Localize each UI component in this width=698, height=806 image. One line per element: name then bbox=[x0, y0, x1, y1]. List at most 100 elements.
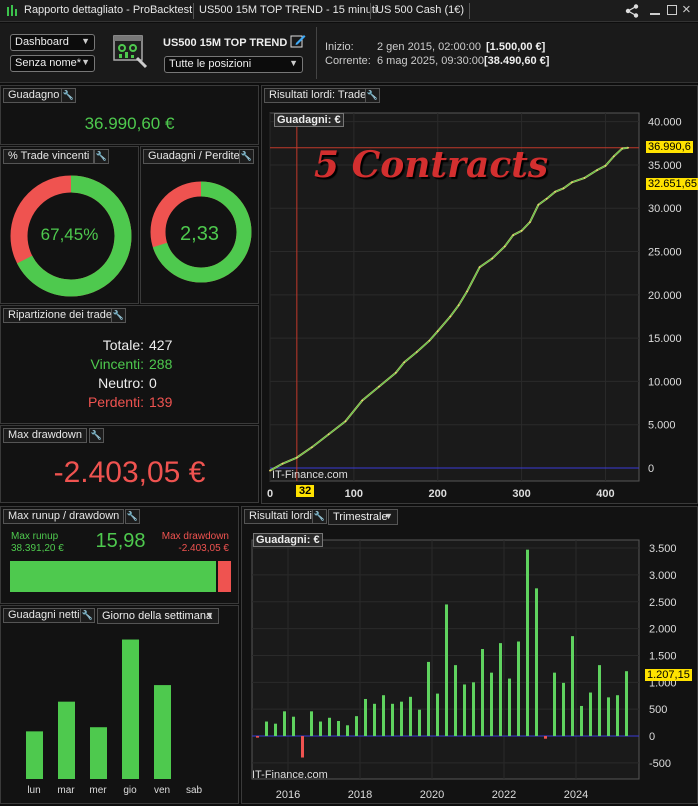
equity-y-tick: 30.000 bbox=[648, 203, 682, 215]
dropdown-arrow-icon: ▼ bbox=[81, 36, 90, 46]
quarterly-bar bbox=[328, 717, 331, 737]
equity-y-tick: 25.000 bbox=[648, 247, 682, 259]
equity-point bbox=[545, 197, 548, 200]
quarterly-bar bbox=[571, 636, 574, 737]
quarterly-chart: 2016 2018 2020 2022 2024-50005001.0001.5002.… bbox=[251, 539, 677, 801]
win-label: Vincenti: bbox=[90, 356, 144, 372]
equity-plot-area bbox=[269, 112, 640, 482]
quarterly-bar bbox=[436, 693, 439, 737]
gain-panel-title: Guadagno bbox=[3, 88, 65, 103]
maximize-icon[interactable] bbox=[667, 5, 677, 15]
equity-point bbox=[571, 181, 573, 184]
tab-strategy[interactable]: US500 15M TOP TREND - 15 minuti bbox=[199, 4, 378, 16]
weekday-label: sab bbox=[186, 785, 203, 796]
start-value: [1.500,00 €] bbox=[486, 41, 546, 53]
wrench-icon[interactable]: 🔧 bbox=[80, 608, 95, 623]
winning-donut bbox=[10, 175, 132, 297]
weekday-bar bbox=[26, 731, 43, 779]
winning-value: 67,45% bbox=[40, 225, 99, 244]
wrench-icon[interactable]: 🔧 bbox=[94, 149, 109, 164]
quarterly-bar bbox=[292, 716, 295, 737]
winning-trades-panel: % Trade vincenti 🔧 67,45% bbox=[0, 146, 139, 304]
weekday-select[interactable]: Giorno della settimana ▼ bbox=[97, 608, 219, 624]
runup-value: 38.391,20 € bbox=[11, 543, 64, 554]
equity-point bbox=[554, 190, 557, 193]
view-select[interactable]: Dashboard ▼ bbox=[10, 34, 95, 51]
quarterly-bar bbox=[517, 641, 520, 737]
runup-dd-value: -2.403,05 € bbox=[178, 543, 229, 554]
weekday-select-value: Giorno della settimana bbox=[102, 610, 213, 622]
weekday-chart: lun mar mer gio ven sab bbox=[26, 639, 203, 796]
quarterly-bar bbox=[418, 709, 421, 737]
equity-point bbox=[295, 456, 298, 459]
quarterly-panel-title: Risultati lordi bbox=[244, 509, 317, 524]
app-title: Rapporto dettagliato - ProBacktest bbox=[24, 4, 193, 16]
equity-point bbox=[520, 229, 523, 232]
equity-y-tick: 15.000 bbox=[648, 333, 682, 345]
equity-point bbox=[311, 446, 313, 449]
quarterly-x-tick: 2022 bbox=[492, 789, 516, 801]
weekday-label: lun bbox=[27, 785, 40, 796]
wrench-icon[interactable]: 🔧 bbox=[89, 428, 104, 443]
quarterly-bar bbox=[409, 696, 412, 737]
quarterly-x-tick: 2016 bbox=[276, 789, 300, 801]
loss-value: 139 bbox=[149, 394, 173, 410]
equity-point bbox=[583, 177, 586, 179]
name-select-value: Senza nome* bbox=[15, 57, 82, 69]
weekday-bar bbox=[90, 727, 107, 779]
wrench-icon[interactable]: 🔧 bbox=[61, 88, 76, 103]
wrench-icon[interactable]: 🔧 bbox=[312, 509, 327, 524]
quarterly-badge-last: 1.207,15 bbox=[645, 669, 692, 681]
wrench-icon[interactable]: 🔧 bbox=[239, 149, 254, 164]
runup-bar-fill bbox=[10, 561, 218, 592]
equity-point bbox=[344, 420, 347, 423]
quarterly-bar bbox=[337, 720, 340, 737]
dropdown-arrow-icon: ▼ bbox=[205, 610, 214, 620]
breakdown-panel-title: Ripartizione dei trade bbox=[3, 308, 117, 323]
equity-x-tick: 0 bbox=[267, 488, 273, 500]
equity-y-tick: 5.000 bbox=[648, 420, 676, 432]
name-select[interactable]: Senza nome* ▼ bbox=[10, 55, 95, 72]
close-icon[interactable]: × bbox=[682, 1, 691, 18]
winning-donut-arc bbox=[10, 175, 132, 297]
quarterly-bar bbox=[373, 703, 376, 737]
runup-label: Max runup bbox=[11, 531, 59, 542]
quarterly-bar bbox=[355, 716, 358, 737]
tab-instrument[interactable]: US 500 Cash (1€) bbox=[376, 4, 465, 16]
quarterly-select[interactable]: Trimestrale ▼ bbox=[328, 509, 398, 525]
wrench-icon[interactable]: 🔧 bbox=[365, 88, 380, 103]
neutral-value: 0 bbox=[149, 375, 157, 391]
runup-ratio: 15,98 bbox=[95, 530, 146, 552]
quarterly-bar bbox=[364, 698, 367, 737]
quarterly-y-tick: 2.500 bbox=[649, 597, 677, 609]
edit-icon[interactable] bbox=[290, 33, 306, 49]
quarterly-bar bbox=[454, 665, 457, 737]
ratio-value: 2,33 bbox=[180, 223, 219, 245]
quarterly-bar bbox=[544, 736, 547, 739]
wrench-icon[interactable]: 🔧 bbox=[125, 509, 140, 524]
quarterly-bar bbox=[319, 721, 322, 737]
equity-point bbox=[436, 330, 439, 333]
current-date: 6 mag 2025, 09:30:00 bbox=[377, 55, 485, 67]
drawdown-panel-title: Max drawdown bbox=[3, 428, 87, 443]
quarterly-bar bbox=[346, 725, 349, 737]
quarterly-bar bbox=[310, 711, 313, 737]
quarterly-panel: Risultati lordi 🔧 Trimestrale ▼ 2016 2018 2… bbox=[241, 506, 698, 804]
runup-panel: Max runup / drawdown 🔧 Max runup 38.391,… bbox=[0, 506, 239, 604]
minimize-icon[interactable] bbox=[650, 3, 660, 15]
total-value: 427 bbox=[149, 337, 173, 353]
gain-value: 36.990,60 € bbox=[84, 114, 175, 133]
quarterly-bar bbox=[400, 701, 403, 737]
equity-point bbox=[403, 361, 406, 364]
runup-panel-title: Max runup / drawdown bbox=[3, 509, 125, 524]
share-icon[interactable] bbox=[624, 3, 640, 19]
equity-chart: 0 100 200 300 400 0 5.000 10.000 15.000 20.000 25.… bbox=[267, 112, 682, 500]
backtest-icon[interactable] bbox=[113, 34, 149, 70]
current-value: [38.490,60 €] bbox=[484, 55, 550, 67]
equity-point bbox=[596, 169, 598, 172]
equity-x-tick: 200 bbox=[429, 488, 447, 500]
weekday-bar bbox=[154, 685, 171, 779]
wrench-icon[interactable]: 🔧 bbox=[111, 308, 126, 323]
positions-select[interactable]: Tutte le posizioni ▼ bbox=[164, 56, 303, 73]
view-select-value: Dashboard bbox=[15, 36, 69, 48]
